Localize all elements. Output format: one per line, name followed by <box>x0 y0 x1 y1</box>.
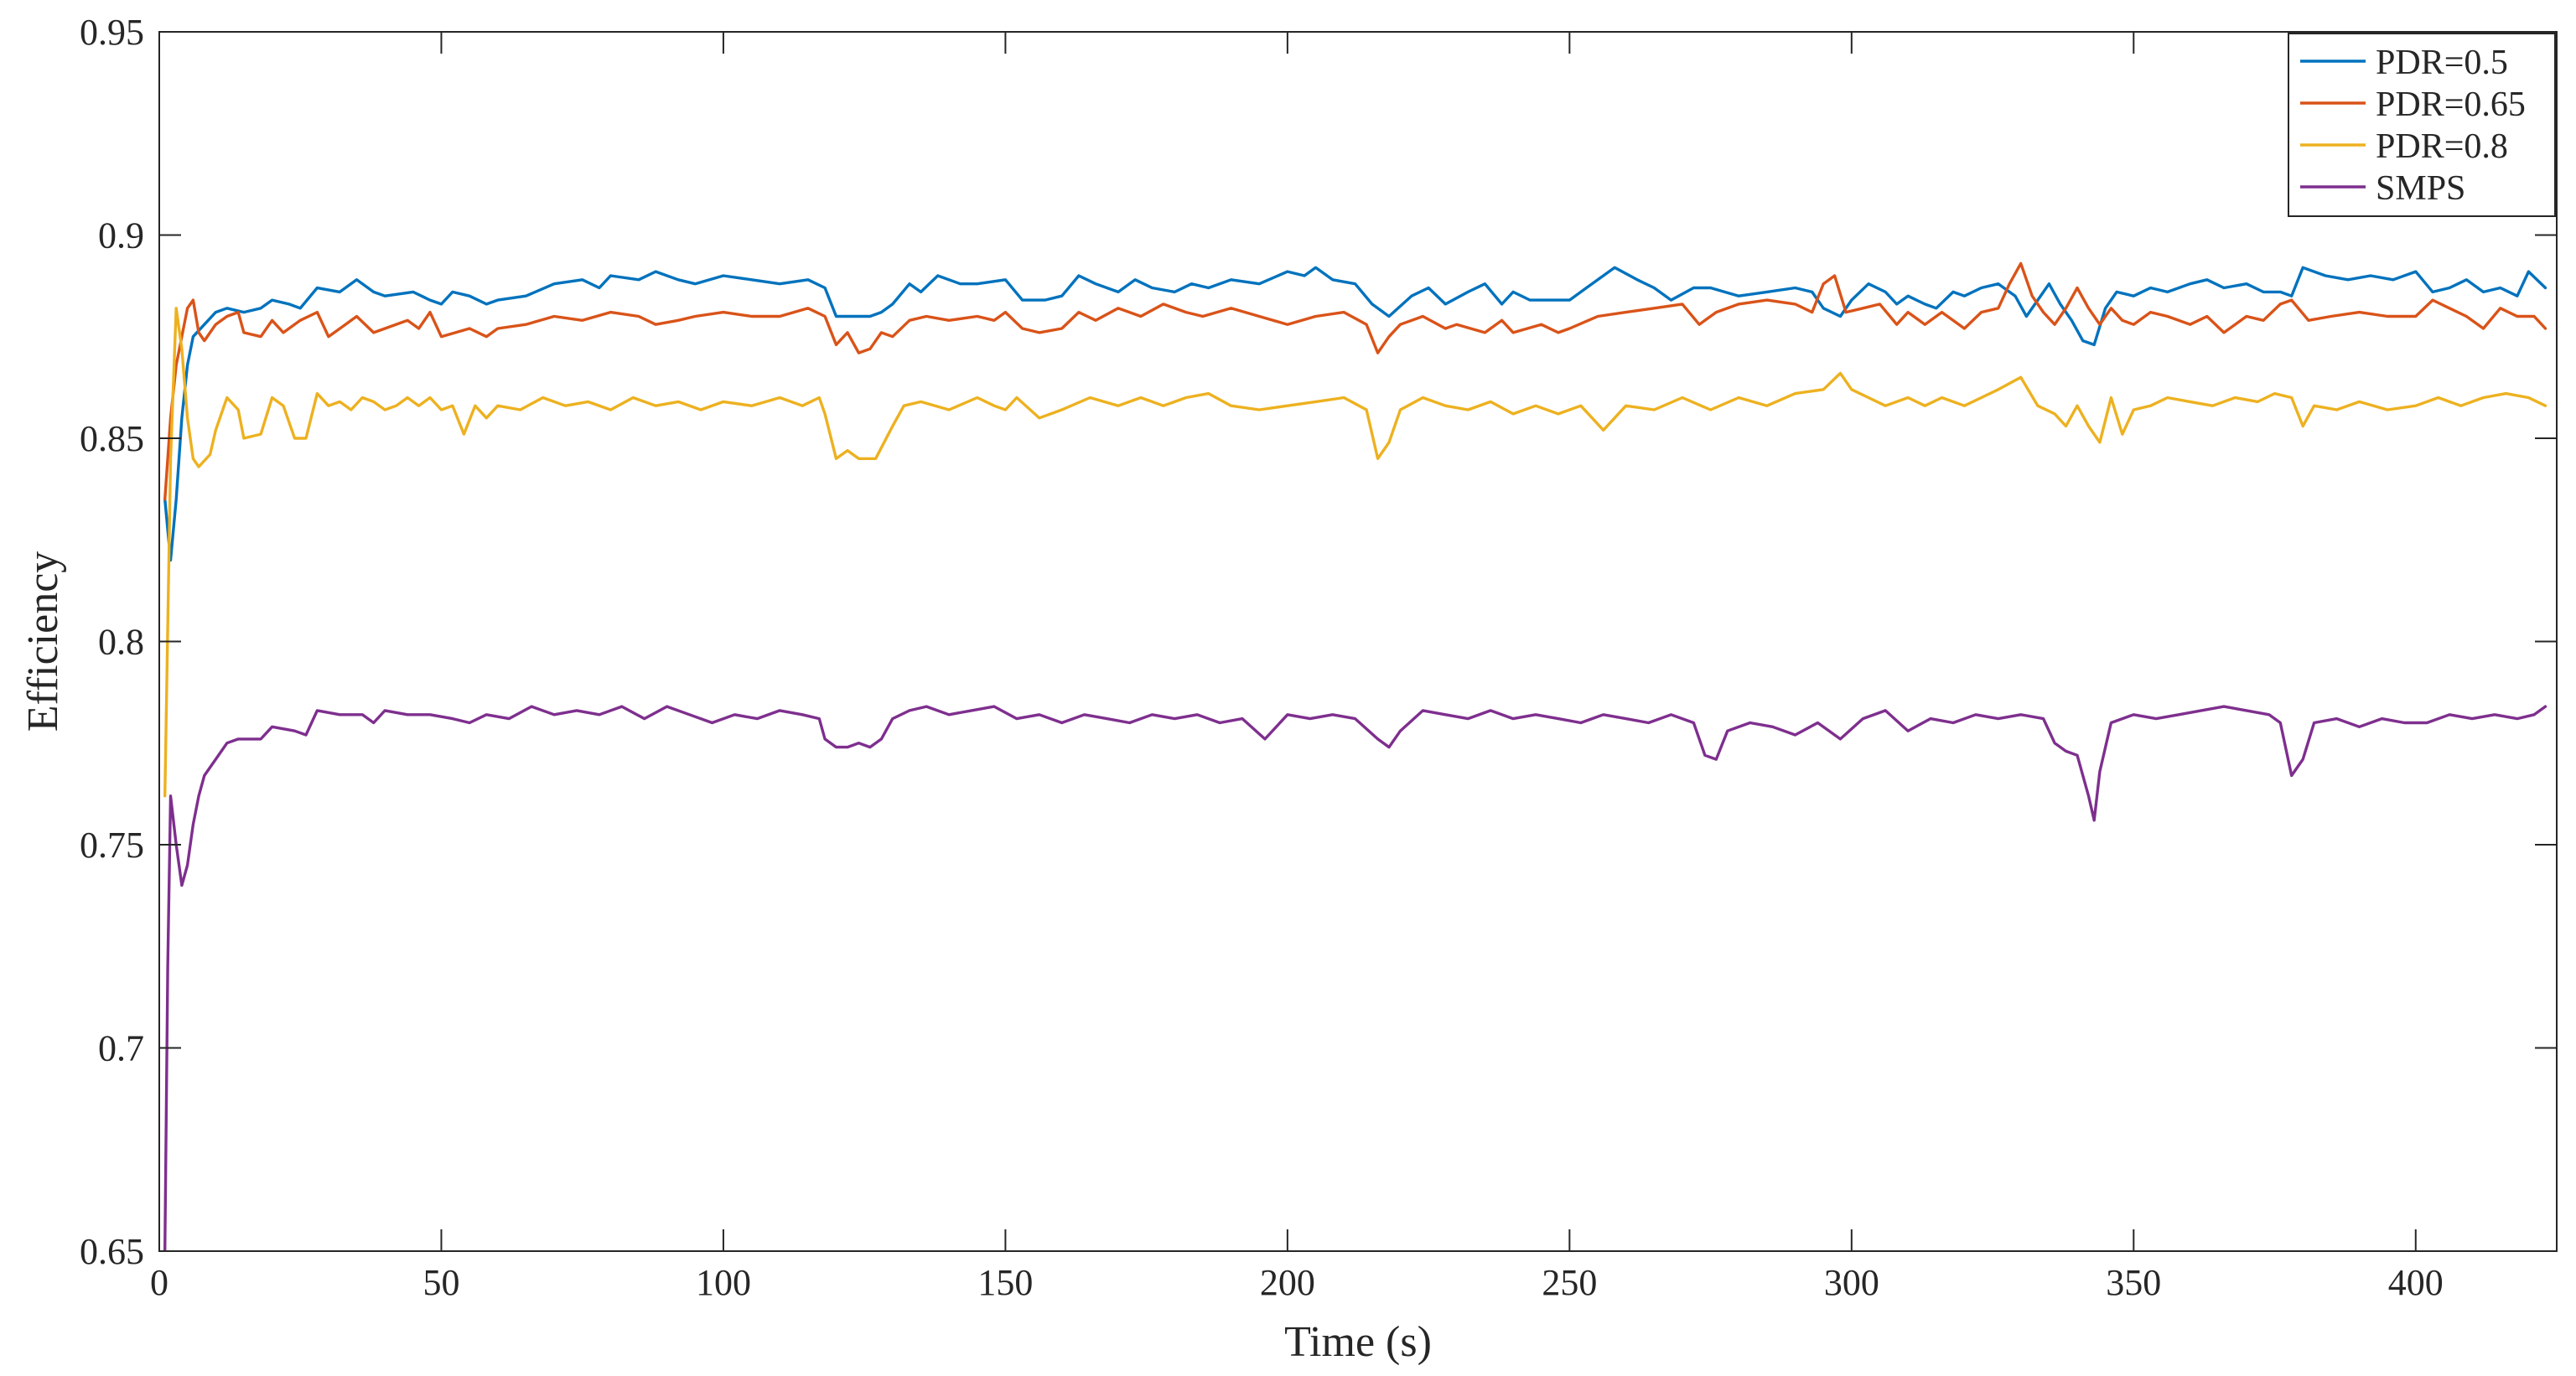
y-tick-label: 0.9 <box>98 215 144 256</box>
axes-layer: 0 50 100 150 200 250 300 350 400 0.65 0.7 0.75 0.8 0.… <box>80 12 2558 1303</box>
legend-label: SMPS <box>2376 169 2465 208</box>
x-tick-label: 300 <box>1824 1262 1879 1303</box>
x-tick-label: 250 <box>1542 1262 1597 1303</box>
legend-label: PDR=0.8 <box>2376 127 2508 166</box>
x-axis-title: Time (s) <box>1284 1318 1432 1366</box>
legend-label: PDR=0.65 <box>2376 85 2526 124</box>
series-line-1 <box>163 266 2547 562</box>
x-tick-label: 200 <box>1260 1262 1315 1303</box>
y-axis-title: Efficiency <box>19 551 67 732</box>
x-tick-label: 100 <box>696 1262 751 1303</box>
legend-label: PDR=0.5 <box>2376 44 2508 82</box>
series-line-4 <box>163 705 2547 1251</box>
x-tick-label: 50 <box>422 1262 459 1303</box>
x-tick-label: 0 <box>150 1262 168 1303</box>
plot-area <box>159 32 2557 1251</box>
x-tick-label: 350 <box>2106 1262 2161 1303</box>
series-layer <box>163 261 2547 1251</box>
y-tick-label: 0.75 <box>80 825 144 866</box>
y-tick-label: 0.65 <box>80 1231 144 1272</box>
y-tick-label: 0.8 <box>98 622 144 663</box>
series-line-3 <box>163 307 2547 798</box>
y-tick-label: 0.85 <box>80 418 144 459</box>
series-line-2 <box>163 261 2547 501</box>
x-tick-label: 400 <box>2388 1262 2444 1303</box>
y-tick-label: 0.95 <box>80 12 144 53</box>
x-tick-label: 150 <box>977 1262 1033 1303</box>
y-tick-label: 0.7 <box>98 1028 144 1069</box>
